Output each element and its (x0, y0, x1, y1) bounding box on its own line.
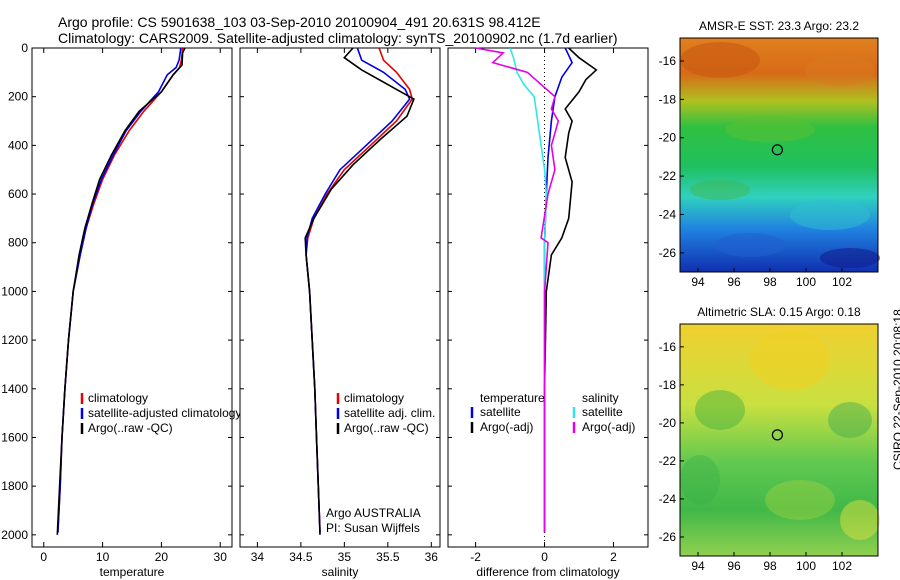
sal-xlabel: salinity (322, 565, 359, 579)
diff-legend-label: satellite (582, 405, 623, 419)
sal-series-2-line (304, 47, 415, 535)
sst-ytick-label: -24 (659, 207, 677, 221)
sla-title: Altimetric SLA: 0.15 Argo: 0.18 (697, 305, 861, 319)
sla-xtick-label: 98 (763, 559, 777, 573)
sst-field-patch (790, 200, 870, 230)
temp-legend-label: satellite-adjusted climatology (88, 406, 241, 420)
sla-field-patch (765, 480, 835, 520)
sst-float-marker (771, 144, 783, 156)
temp-legend-label: climatology (88, 391, 148, 405)
sla-xtick-label: 100 (796, 559, 816, 573)
sla-field-patch (840, 500, 880, 540)
sst-ytick-label: -18 (659, 92, 677, 106)
sst-xtick-label: 98 (763, 275, 777, 289)
diff-legend-group-title: salinity (582, 391, 619, 405)
sal-xtick-label: 34.5 (289, 550, 313, 564)
diff-legend-label: satellite (480, 405, 521, 419)
sst-field-patch (690, 180, 750, 200)
sla-ytick-label: -24 (659, 492, 677, 506)
depth-tick-label: 1400 (1, 382, 28, 396)
depth-tick-label: 0 (21, 41, 28, 55)
temp-xtick-label: 30 (214, 550, 228, 564)
sst-map-panel: AMSR-E SST: 23.3 Argo: 23.2 94 96 98 100 102 -… (659, 19, 880, 289)
temp-xlabel: temperature (100, 565, 165, 579)
depth-tick-label: 200 (8, 90, 28, 104)
sst-field-patch (805, 54, 875, 86)
diff-legend-label: Argo(-adj) (582, 420, 635, 434)
sst-ytick-label: -26 (659, 246, 677, 260)
sal-xtick-label: 34 (251, 550, 265, 564)
sst-ytick-label: -22 (659, 169, 677, 183)
depth-tick-label: 600 (8, 187, 28, 201)
temp-xtick-label: 10 (96, 550, 110, 564)
depth-tick-label: 1600 (1, 430, 28, 444)
depth-tick-label: 400 (8, 138, 28, 152)
header-line-2: Climatology: CARS2009. Satellite-adjuste… (58, 30, 618, 46)
diff-legend-label: Argo(-adj) (480, 420, 533, 434)
sst-frame (679, 37, 879, 273)
sst-xtick-label: 102 (832, 275, 852, 289)
sst-xtick-label: 100 (796, 275, 816, 289)
figure-header: Argo profile: CS 5901638_103 03-Sep-2010… (58, 14, 618, 46)
sla-field-patch (828, 402, 872, 438)
sla-map-panel: Altimetric SLA: 0.15 Argo: 0.18 94 96 98 100… (659, 305, 880, 573)
depth-tick-label: 1800 (1, 479, 28, 493)
diff-series-1-line (543, 47, 598, 533)
sal-legend-label: Argo(..raw -QC) (344, 421, 429, 435)
sal-annotation-line-2: PI: Susan Wijffels (326, 521, 420, 535)
sal-legend-label: climatology (344, 391, 404, 405)
sla-field-patch (750, 330, 830, 390)
sal-xtick-label: 36 (425, 550, 439, 564)
sla-frame (679, 323, 879, 557)
temperature-panel: 0 10 20 30 0 200 400 600 800 1000 1200 1400 1600 1800… (1, 41, 241, 579)
sst-title: AMSR-E SST: 23.3 Argo: 23.2 (699, 19, 859, 33)
depth-tick-label: 2000 (1, 528, 28, 542)
sst-field-patch (820, 248, 880, 268)
sst-field-patch (680, 42, 760, 78)
diff-frame (447, 47, 649, 548)
sla-ytick-label: -18 (659, 378, 677, 392)
depth-tick-label: 800 (8, 236, 28, 250)
sal-xtick-label: 35 (338, 550, 352, 564)
sst-ytick-label: -16 (659, 54, 677, 68)
temp-xtick-label: 0 (40, 550, 47, 564)
sst-xtick-label: 94 (691, 275, 705, 289)
temp-frame (31, 47, 233, 548)
diff-xlabel: difference from climatology (476, 565, 619, 579)
depth-tick-label: 1000 (1, 284, 28, 298)
diff-xtick-label: 2 (610, 550, 617, 564)
depth-tick-label: 1200 (1, 333, 28, 347)
sla-xtick-label: 94 (691, 559, 705, 573)
sla-ytick-label: -26 (659, 530, 677, 544)
sla-field-patch (695, 390, 745, 430)
sal-frame (239, 47, 441, 548)
sla-float-marker (771, 429, 783, 441)
sst-xtick-label: 96 (727, 275, 741, 289)
diff-legend-group-title: temperature (480, 391, 545, 405)
sal-legend-label: satellite adj. clim. (344, 406, 435, 420)
temp-xtick-label: 20 (155, 550, 169, 564)
temp-series-2-line (56, 47, 186, 535)
sst-field-patch (725, 118, 815, 142)
sla-ytick-label: -16 (659, 340, 677, 354)
diff-series-3-line (475, 47, 560, 533)
sst-ytick-label: -20 (659, 131, 677, 145)
temp-legend-label: Argo(..raw -QC) (88, 421, 173, 435)
creation-stamp: CSIRO 22-Sep-2010 20:08:18 (891, 309, 900, 470)
sla-field-patch (680, 455, 720, 505)
sla-xtick-label: 96 (727, 559, 741, 573)
diff-xtick-label: 0 (541, 550, 548, 564)
sla-ytick-label: -20 (659, 416, 677, 430)
header-line-1: Argo profile: CS 5901638_103 03-Sep-2010… (58, 14, 541, 30)
sst-field-patch (715, 233, 785, 257)
sla-xtick-label: 102 (832, 559, 852, 573)
sal-xtick-label: 35.5 (376, 550, 400, 564)
diff-xtick-label: -2 (470, 550, 481, 564)
sla-ytick-label: -22 (659, 454, 677, 468)
salinity-panel: 34 34.5 35 35.5 36 salinity climatologysatelli… (239, 47, 441, 579)
sal-annotation-line-1: Argo AUSTRALIA (326, 506, 421, 520)
